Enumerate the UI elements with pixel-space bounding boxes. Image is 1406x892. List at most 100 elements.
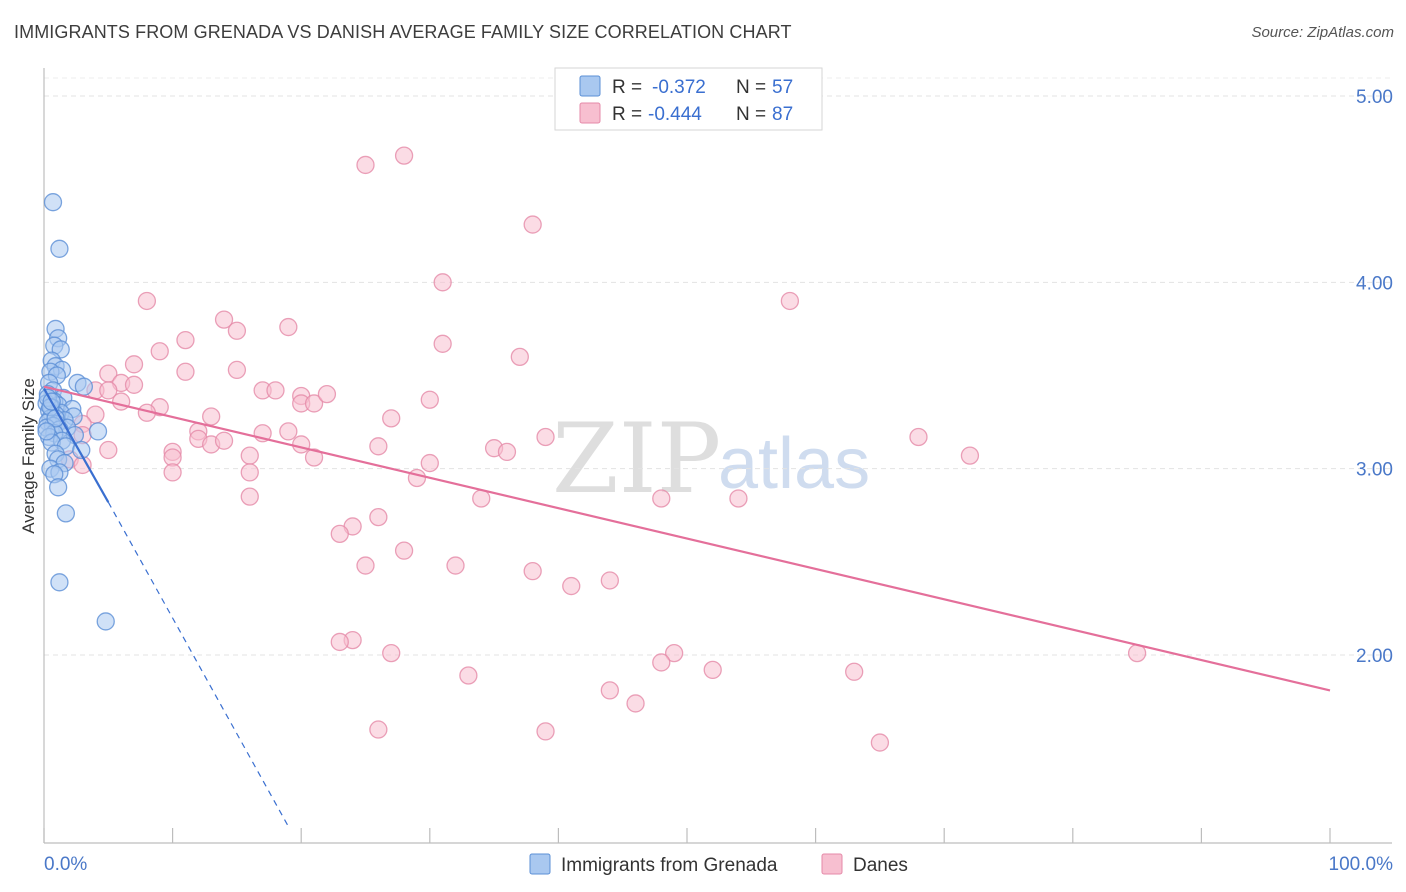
point-danes	[433, 273, 452, 292]
point-danes	[600, 681, 619, 700]
point-grenada	[43, 193, 63, 212]
point-danes	[382, 409, 401, 428]
y-tick-labels: 2.00 3.00 4.00 5.00	[1356, 87, 1393, 667]
point-danes	[626, 694, 645, 713]
point-grenada	[56, 504, 76, 523]
source-credit: Source: ZipAtlas.com	[1251, 24, 1394, 41]
y-tick-label: 2.00	[1356, 646, 1393, 667]
legend-bottom-label-grenada: Immigrants from Grenada	[561, 855, 778, 876]
legend-n-label-danes: N =	[736, 104, 766, 125]
y-tick-label: 4.00	[1356, 273, 1393, 294]
point-danes	[652, 489, 671, 508]
y-tick-label: 5.00	[1356, 87, 1393, 108]
point-danes	[870, 733, 890, 752]
point-danes	[304, 448, 324, 467]
point-danes	[304, 394, 324, 413]
legend-bottom-swatch-grenada	[529, 853, 551, 875]
point-danes	[137, 291, 157, 311]
gridlines	[44, 77, 1392, 656]
point-grenada	[88, 422, 108, 441]
point-danes	[330, 524, 349, 544]
point-danes	[99, 440, 118, 460]
point-danes	[472, 489, 491, 508]
point-danes	[356, 155, 375, 175]
point-danes	[960, 446, 980, 465]
legend-n-label-grenada: N =	[736, 77, 766, 98]
point-danes	[330, 632, 349, 652]
point-danes	[202, 407, 221, 426]
trend-lines	[43, 385, 1331, 827]
point-danes	[214, 431, 234, 450]
point-danes	[729, 489, 748, 508]
point-danes	[369, 507, 388, 527]
point-danes	[652, 653, 671, 672]
point-danes	[394, 541, 414, 560]
trend-line-danes	[43, 385, 1331, 692]
point-danes	[433, 334, 452, 353]
point-grenada	[37, 422, 56, 441]
legend-bottom-swatch-danes	[821, 853, 843, 875]
point-danes	[240, 463, 259, 482]
point-danes	[317, 384, 337, 404]
y-tick-label: 3.00	[1356, 460, 1393, 481]
legend-r-value-grenada: -0.372	[652, 77, 706, 98]
watermark-atlas: atlas	[718, 424, 870, 504]
x-tick-label-max: 100.0%	[1329, 854, 1394, 875]
point-danes	[780, 291, 800, 311]
point-danes	[124, 355, 144, 374]
legend-series: Immigrants from Grenada Danes	[529, 853, 908, 876]
point-danes	[407, 468, 427, 488]
point-danes	[214, 310, 234, 329]
point-danes	[523, 215, 542, 234]
point-danes	[562, 576, 581, 596]
legend-n-value-danes: 87	[772, 104, 793, 125]
point-danes	[292, 435, 311, 454]
point-danes	[150, 342, 169, 361]
chart-title: IMMIGRANTS FROM GRENADA VS DANISH AVERAG…	[14, 22, 792, 42]
point-danes	[124, 375, 144, 394]
x-ticks	[43, 828, 1331, 843]
series-grenada	[37, 193, 115, 631]
point-danes	[497, 442, 517, 462]
point-danes	[227, 360, 247, 380]
point-danes	[394, 146, 414, 165]
point-danes	[446, 556, 465, 575]
legend-r-value-danes: -0.444	[648, 104, 702, 125]
legend-swatch-danes	[579, 102, 601, 124]
point-danes	[227, 321, 247, 340]
point-danes	[459, 666, 478, 685]
point-danes	[845, 662, 864, 681]
watermark-zip: ZIP	[552, 403, 721, 515]
point-danes	[536, 722, 555, 741]
legend-r-label-danes: R =	[612, 104, 642, 125]
trend-line-grenada-extrapolated	[107, 501, 289, 827]
axes	[43, 68, 1392, 844]
point-danes	[510, 347, 529, 367]
point-grenada	[96, 612, 115, 631]
point-danes	[176, 330, 195, 350]
point-grenada	[50, 239, 69, 258]
x-tick-label-min: 0.0%	[44, 854, 87, 875]
point-danes	[382, 643, 401, 663]
point-danes	[163, 463, 182, 482]
point-danes	[420, 453, 439, 473]
legend-n-value-grenada: 57	[772, 77, 793, 98]
point-danes	[176, 362, 195, 381]
point-danes	[356, 556, 375, 575]
legend-stats: R = -0.372 N = 57 R = -0.444 N = 87	[554, 67, 823, 131]
point-danes	[266, 381, 285, 400]
point-danes	[369, 720, 388, 739]
point-danes	[240, 446, 259, 465]
point-danes	[523, 562, 542, 581]
point-danes	[600, 571, 619, 590]
point-grenada	[48, 478, 68, 497]
point-grenada	[50, 573, 69, 592]
y-axis-title: Average Family Size	[19, 378, 38, 534]
point-danes	[112, 392, 131, 411]
point-danes	[99, 381, 118, 400]
point-grenada	[74, 377, 94, 396]
legend-swatch-grenada	[579, 75, 601, 97]
point-danes	[420, 390, 439, 409]
legend-bottom-label-danes: Danes	[853, 855, 908, 876]
point-danes	[536, 427, 555, 447]
